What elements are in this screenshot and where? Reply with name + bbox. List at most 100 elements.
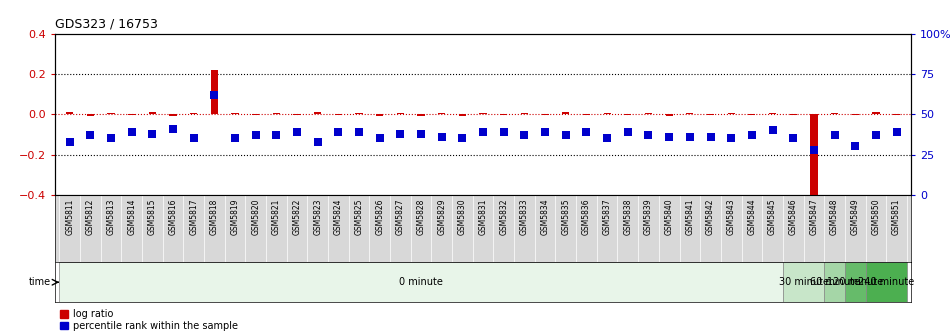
Text: GSM5816: GSM5816 [168, 198, 178, 235]
Text: GSM5840: GSM5840 [665, 198, 673, 235]
Text: GSM5814: GSM5814 [127, 198, 136, 235]
Point [724, 136, 739, 141]
Point [620, 129, 635, 135]
Bar [500, 114, 508, 115]
Text: GSM5827: GSM5827 [396, 198, 405, 235]
Text: GSM5834: GSM5834 [540, 198, 550, 235]
Bar [376, 114, 383, 116]
Bar [865, 262, 907, 302]
Bar [893, 114, 901, 115]
Text: GSM5830: GSM5830 [458, 198, 467, 235]
Bar [844, 262, 865, 302]
Bar [231, 113, 239, 114]
Text: 60 minute: 60 minute [809, 277, 860, 287]
Bar [831, 113, 838, 114]
Point [765, 128, 780, 133]
Text: GSM5841: GSM5841 [686, 198, 694, 235]
Text: GSM5813: GSM5813 [107, 198, 115, 235]
Bar [66, 112, 73, 114]
Point [868, 132, 883, 138]
Text: GSM5828: GSM5828 [417, 198, 426, 235]
Text: GSM5815: GSM5815 [147, 198, 157, 235]
Point [806, 147, 822, 153]
Bar [789, 114, 797, 115]
Point [476, 129, 491, 135]
Bar [479, 113, 487, 114]
Point [372, 136, 387, 141]
Text: GSM5851: GSM5851 [892, 198, 902, 235]
Bar [438, 113, 445, 114]
Bar [458, 114, 466, 116]
Text: GSM5824: GSM5824 [334, 198, 343, 235]
Text: GSM5839: GSM5839 [644, 198, 653, 235]
Bar [583, 114, 590, 115]
Bar [417, 114, 425, 116]
Bar [148, 112, 156, 114]
Text: GSM5820: GSM5820 [251, 198, 261, 235]
Point [269, 132, 284, 138]
Text: GSM5848: GSM5848 [830, 198, 839, 235]
Bar [748, 114, 755, 115]
Point [145, 131, 160, 136]
Text: GSM5837: GSM5837 [603, 198, 611, 235]
Point [558, 132, 573, 138]
Text: GSM5846: GSM5846 [788, 198, 798, 235]
Point [310, 139, 325, 144]
Text: GSM5850: GSM5850 [871, 198, 881, 235]
Text: GSM5836: GSM5836 [582, 198, 591, 235]
Bar [252, 114, 260, 115]
Bar [825, 262, 844, 302]
Bar [562, 112, 570, 114]
Text: 120 minute: 120 minute [827, 277, 883, 287]
Bar [59, 262, 783, 302]
Bar [335, 114, 342, 115]
Text: GSM5845: GSM5845 [768, 198, 777, 235]
Bar [852, 114, 859, 115]
Bar [356, 113, 362, 114]
Bar [604, 113, 611, 114]
Point [827, 132, 843, 138]
Bar [707, 114, 714, 115]
Point [435, 134, 450, 139]
Text: GDS323 / 16753: GDS323 / 16753 [55, 17, 158, 30]
Text: GSM5838: GSM5838 [623, 198, 632, 235]
Text: GSM5818: GSM5818 [210, 198, 219, 235]
Point [331, 129, 346, 135]
Bar [687, 113, 693, 114]
Point [516, 132, 532, 138]
Text: GSM5825: GSM5825 [355, 198, 363, 235]
Text: 0 minute: 0 minute [399, 277, 443, 287]
Point [537, 129, 553, 135]
Bar [624, 114, 631, 115]
Point [745, 132, 760, 138]
Text: GSM5842: GSM5842 [706, 198, 715, 235]
Point [641, 132, 656, 138]
Text: GSM5831: GSM5831 [478, 198, 488, 235]
Point [579, 129, 594, 135]
Point [206, 92, 222, 97]
Point [889, 129, 904, 135]
Point [847, 144, 863, 149]
Text: GSM5835: GSM5835 [561, 198, 571, 235]
Bar [541, 114, 549, 115]
Bar [314, 112, 321, 114]
Point [682, 134, 697, 139]
Bar [273, 113, 280, 114]
Point [703, 134, 718, 139]
Text: time: time [29, 277, 50, 287]
Text: GSM5811: GSM5811 [65, 198, 74, 235]
Bar [810, 114, 818, 197]
Bar [769, 113, 776, 114]
Point [414, 131, 429, 136]
Text: GSM5822: GSM5822 [293, 198, 301, 235]
Text: GSM5823: GSM5823 [313, 198, 322, 235]
Point [289, 129, 304, 135]
Point [186, 136, 202, 141]
Point [248, 132, 263, 138]
Bar [666, 114, 672, 116]
Text: GSM5833: GSM5833 [520, 198, 529, 235]
Point [62, 139, 77, 144]
Bar [107, 113, 114, 114]
Point [599, 136, 614, 141]
Text: 240 minute: 240 minute [858, 277, 914, 287]
